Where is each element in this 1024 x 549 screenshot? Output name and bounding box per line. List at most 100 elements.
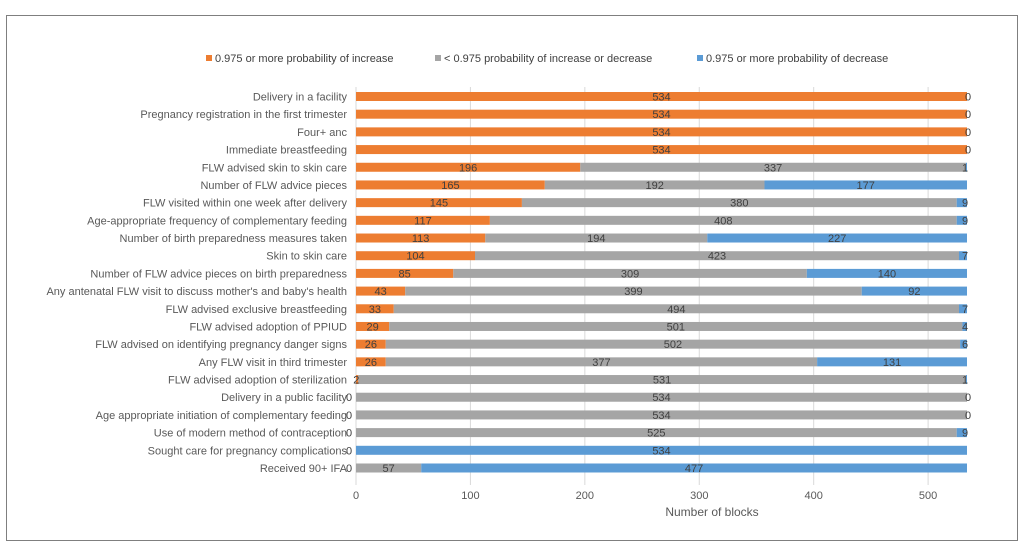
data-label: 165 xyxy=(441,180,459,192)
category-label: Delivery in a public facility xyxy=(221,392,347,404)
bar-segment xyxy=(474,251,959,261)
bar-segment xyxy=(405,286,862,296)
data-label: 1 xyxy=(962,162,968,174)
data-label: 0 xyxy=(965,410,971,422)
legend: 0.975 or more probability of increase < 0… xyxy=(206,53,888,65)
data-label: 117 xyxy=(414,215,432,227)
data-label: 309 xyxy=(621,268,639,280)
x-tick-label: 300 xyxy=(690,490,708,502)
bar-segment xyxy=(817,357,968,367)
data-label: 1 xyxy=(962,375,968,387)
data-label: 0 xyxy=(965,127,971,139)
category-label: Immediate breastfeeding xyxy=(226,145,347,157)
bar-segment xyxy=(356,445,968,455)
data-label: 399 xyxy=(624,286,642,298)
bar-segment xyxy=(707,233,968,243)
data-label: 534 xyxy=(652,445,670,457)
data-label: 9 xyxy=(962,215,968,227)
data-label: 337 xyxy=(764,162,782,174)
bar-segment xyxy=(764,180,968,190)
x-tick-label: 400 xyxy=(805,490,823,502)
bar-segment xyxy=(489,215,957,225)
data-label: 140 xyxy=(878,268,896,280)
bar-segment xyxy=(356,268,454,278)
bar-segment xyxy=(521,198,957,208)
data-label: 0 xyxy=(346,428,352,440)
data-label: 33 xyxy=(369,304,381,316)
bar-segment xyxy=(356,127,968,137)
data-label: 145 xyxy=(430,198,448,210)
bar-segment xyxy=(962,321,968,331)
x-axis-title: Number of blocks xyxy=(665,505,758,519)
data-label: 9 xyxy=(962,198,968,210)
data-label: 534 xyxy=(652,127,670,139)
data-label: 43 xyxy=(374,286,386,298)
data-label: 7 xyxy=(962,304,968,316)
bar-segment xyxy=(356,162,581,172)
data-label: 477 xyxy=(685,463,703,475)
bar-segment xyxy=(544,180,765,190)
data-label: 377 xyxy=(592,357,610,369)
legend-swatch xyxy=(697,55,703,61)
category-label: Received 90+ IFA xyxy=(260,463,348,475)
data-label: 501 xyxy=(667,321,685,333)
legend-entry: 0.975 or more probability of decrease xyxy=(706,53,888,65)
category-labels: Delivery in a facility Pregnancy registra… xyxy=(46,92,347,475)
legend-entry: < 0.975 probability of increase or decre… xyxy=(444,53,652,65)
data-label: 408 xyxy=(714,215,732,227)
bar-segment xyxy=(356,375,359,385)
bar-segment xyxy=(393,304,959,314)
data-label: 192 xyxy=(645,180,663,192)
bar-segment xyxy=(385,339,961,349)
data-label: 502 xyxy=(664,339,682,351)
bar-segment xyxy=(356,92,968,101)
data-label: 177 xyxy=(857,180,875,192)
category-label: Any antenatal FLW visit to discuss mothe… xyxy=(46,286,347,298)
x-tick-label: 0 xyxy=(353,490,359,502)
data-label: 2 xyxy=(353,375,359,387)
data-label: 534 xyxy=(652,410,670,422)
data-label: 0 xyxy=(965,145,971,157)
data-label: 525 xyxy=(647,428,665,440)
category-label: FLW advised skin to skin care xyxy=(202,162,347,174)
data-label: 4 xyxy=(962,321,968,333)
data-label: 0 xyxy=(346,445,352,457)
data-label: 227 xyxy=(828,233,846,245)
bar-segment xyxy=(956,428,968,438)
data-label: 531 xyxy=(653,375,671,387)
category-label: Number of FLW advice pieces xyxy=(200,180,347,192)
category-label: Any FLW visit in third trimester xyxy=(199,357,348,369)
bar-segment xyxy=(580,162,966,172)
category-label: Sought care for pregnancy complications xyxy=(148,445,348,457)
category-label: Age-appropriate frequency of complementa… xyxy=(87,215,347,227)
data-label: 0 xyxy=(965,392,971,404)
data-label: 131 xyxy=(883,357,901,369)
bar-segment xyxy=(356,321,390,331)
bar-segment xyxy=(958,251,968,261)
category-label: Pregnancy registration in the first trim… xyxy=(140,109,347,121)
bar-segment xyxy=(356,180,545,190)
data-label: 534 xyxy=(652,92,670,104)
bar-segment xyxy=(453,268,807,278)
bar-segment xyxy=(861,286,968,296)
data-label: 104 xyxy=(406,251,424,263)
data-label: 57 xyxy=(382,463,394,475)
bar-segment xyxy=(356,339,386,349)
bar-segment xyxy=(421,463,968,473)
data-label: 534 xyxy=(652,109,670,121)
bar-segment xyxy=(356,286,406,296)
data-label: 423 xyxy=(708,251,726,263)
data-label: 0 xyxy=(346,410,352,422)
bar-segment xyxy=(356,410,968,420)
data-label: 7 xyxy=(962,251,968,263)
data-label: 85 xyxy=(399,268,411,280)
data-label: 194 xyxy=(587,233,605,245)
data-label: 26 xyxy=(365,357,377,369)
data-label: 6 xyxy=(962,339,968,351)
data-label: 0 xyxy=(965,109,971,121)
category-label: Age appropriate initiation of complement… xyxy=(96,410,347,422)
data-label: 0 xyxy=(346,392,352,404)
data-label: 92 xyxy=(908,286,920,298)
bar-segment xyxy=(358,375,966,385)
legend-swatch xyxy=(435,55,441,61)
